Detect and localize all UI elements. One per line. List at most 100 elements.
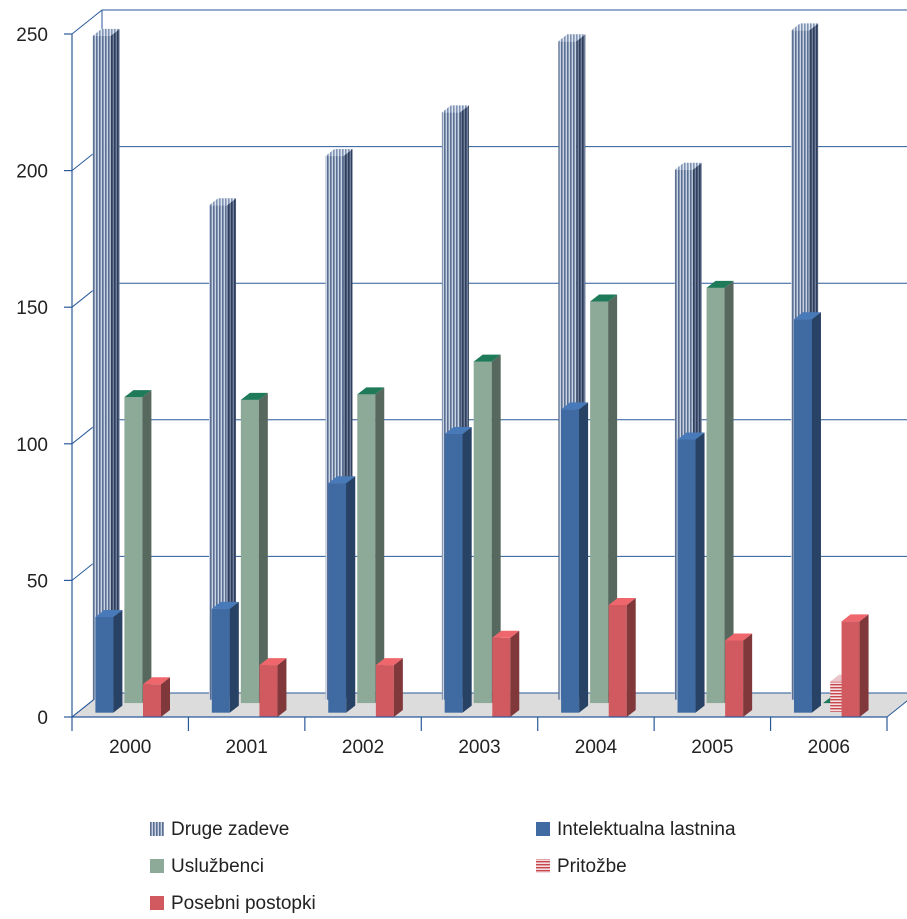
bar-side bbox=[375, 387, 385, 704]
bar-side bbox=[510, 630, 520, 717]
bar-front bbox=[375, 665, 394, 717]
legend-item-pritozbe: Pritožbe bbox=[536, 856, 627, 877]
bar-side bbox=[579, 402, 589, 713]
bar-front bbox=[124, 397, 143, 704]
bar-posebni bbox=[492, 630, 520, 717]
bar-front bbox=[328, 483, 347, 713]
bar-posebni bbox=[143, 677, 170, 717]
bar-front bbox=[793, 319, 812, 713]
bar-front bbox=[608, 604, 627, 717]
bar-top bbox=[328, 476, 356, 484]
bar-top bbox=[561, 402, 589, 410]
bar-front bbox=[209, 205, 228, 700]
bar-side bbox=[626, 597, 636, 717]
bar-posebni bbox=[608, 597, 636, 717]
bar-top bbox=[444, 427, 472, 435]
legend-swatch bbox=[150, 859, 164, 873]
legend-item-posebni: Posebni postopki bbox=[150, 893, 316, 914]
bar-side bbox=[743, 633, 753, 717]
bar-front bbox=[143, 684, 161, 717]
y-tick-label: 0 bbox=[37, 708, 48, 729]
bar-front bbox=[841, 621, 860, 717]
bar-posebni bbox=[375, 658, 403, 717]
bar-top bbox=[608, 597, 636, 605]
bar-usluzbenci bbox=[240, 392, 268, 704]
bar-top bbox=[590, 294, 618, 302]
bar-front bbox=[444, 434, 463, 713]
bar-top bbox=[143, 677, 170, 685]
bar-top bbox=[674, 162, 702, 170]
bar-intelektualna bbox=[677, 432, 705, 713]
bar-front bbox=[492, 637, 511, 717]
y-tick-label: 150 bbox=[16, 298, 48, 319]
bar-side bbox=[811, 312, 821, 713]
bar-usluzbenci bbox=[357, 387, 385, 704]
legend: Druge zadeve Intelektualna lastnina Uslužb… bbox=[150, 819, 736, 914]
x-axis: 2000 2001 2002 2003 2004 2005 2006 bbox=[71, 716, 888, 758]
bar-front bbox=[211, 608, 230, 713]
bar-front bbox=[259, 665, 278, 717]
y-tick-label: 50 bbox=[27, 571, 48, 592]
bar-top bbox=[95, 610, 123, 618]
y-tick-label: 200 bbox=[16, 162, 48, 183]
x-tick-label: 2001 bbox=[226, 737, 268, 758]
bar-top bbox=[259, 658, 287, 666]
bar-intelektualna bbox=[211, 601, 239, 713]
bar-front bbox=[725, 640, 744, 717]
legend-label: Pritožbe bbox=[557, 856, 627, 877]
bar-side bbox=[277, 658, 287, 717]
legend-swatch bbox=[150, 822, 164, 836]
bar-posebni bbox=[725, 633, 753, 717]
bar-side bbox=[227, 198, 237, 700]
bar-druge bbox=[209, 198, 237, 700]
x-tick-label: 2004 bbox=[575, 737, 618, 758]
x-tick-label: 2003 bbox=[458, 737, 500, 758]
bar-usluzbenci bbox=[473, 354, 501, 704]
bar-top bbox=[325, 149, 353, 157]
bar-side bbox=[491, 354, 501, 704]
legend-label: Uslužbenci bbox=[171, 856, 264, 877]
y-tick-label: 100 bbox=[16, 435, 48, 456]
bar-side bbox=[161, 677, 170, 717]
bar-druge bbox=[92, 28, 120, 700]
bar-top bbox=[725, 633, 753, 641]
bar-top bbox=[841, 614, 869, 622]
bar-top bbox=[791, 23, 819, 31]
bar-usluzbenci bbox=[124, 390, 152, 704]
bar-front bbox=[473, 361, 492, 704]
bar-top bbox=[240, 392, 268, 400]
bar-front bbox=[357, 394, 376, 704]
bar-posebni bbox=[841, 614, 869, 717]
bar-intelektualna bbox=[95, 610, 123, 713]
bar-side bbox=[393, 658, 403, 717]
bar-front bbox=[561, 409, 580, 713]
bar-top bbox=[211, 601, 239, 609]
bar-front bbox=[92, 35, 111, 700]
legend-swatch bbox=[536, 822, 550, 836]
bar-side bbox=[695, 432, 705, 713]
legend-item-druge: Druge zadeve bbox=[150, 819, 289, 840]
bar-top bbox=[92, 28, 120, 36]
legend-label: Posebni postopki bbox=[171, 893, 316, 914]
bar-side bbox=[724, 280, 734, 704]
bar-top bbox=[793, 312, 821, 320]
legend-label: Druge zadeve bbox=[171, 819, 289, 840]
gridline-side bbox=[71, 9, 103, 35]
bar-intelektualna bbox=[444, 427, 472, 713]
x-tick-label: 2005 bbox=[691, 737, 733, 758]
bar-top bbox=[706, 280, 734, 288]
x-tick-label: 2006 bbox=[808, 737, 850, 758]
bar-side bbox=[346, 476, 356, 713]
bar-top bbox=[492, 630, 520, 638]
bar-side bbox=[113, 610, 123, 713]
bar-side bbox=[142, 390, 152, 704]
bar-usluzbenci bbox=[706, 280, 734, 704]
legend-item-intelektualna: Intelektualna lastnina bbox=[536, 819, 736, 840]
legend-label: Intelektualna lastnina bbox=[557, 819, 736, 840]
bar-side bbox=[229, 601, 239, 713]
x-tick-label: 2000 bbox=[109, 737, 151, 758]
legend-swatch bbox=[536, 859, 550, 873]
y-tick-label: 250 bbox=[16, 25, 48, 46]
bar-top bbox=[124, 390, 152, 398]
